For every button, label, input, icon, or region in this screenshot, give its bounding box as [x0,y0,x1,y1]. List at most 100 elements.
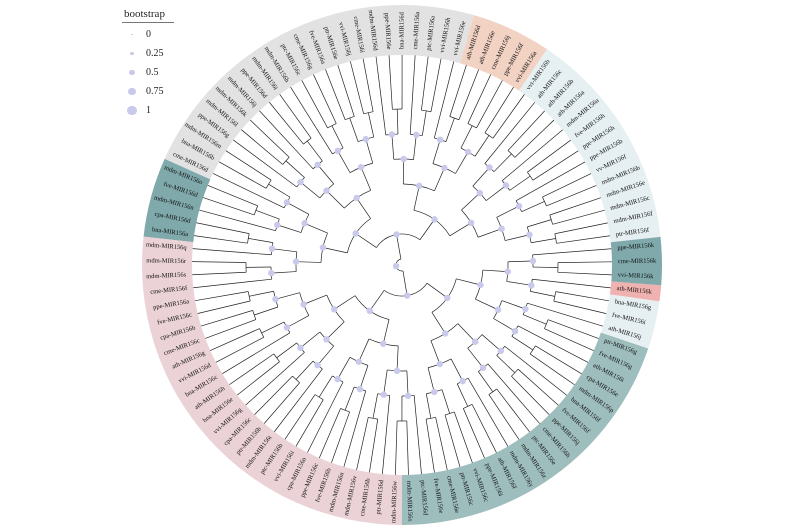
tree-branch [343,390,367,467]
tree-branch [496,205,520,218]
tree-branch [532,248,612,256]
bootstrap-node [526,231,533,238]
bootstrap-node [528,282,535,289]
tree-branch [517,325,589,363]
tree-branch [476,80,503,129]
tree-branch [529,353,575,386]
tree-branch [553,300,607,314]
bootstrap-node [334,375,341,383]
tree-branch [282,157,290,165]
tree-branch [463,404,473,409]
tree-branch [542,196,547,207]
tree-branch [274,368,323,432]
tree-branch [300,181,321,199]
tree-branch [506,281,532,286]
tree-branch [249,119,290,158]
bootstrap-node [283,324,291,331]
bootstrap-node [314,361,321,369]
tree-branch [306,140,323,162]
bootstrap-node [272,295,279,303]
tree-branch [199,209,276,232]
tree-branch [501,300,526,310]
tree-branch [509,175,531,191]
tree-branch [552,209,605,225]
bootstrap-node [319,244,327,251]
tree-branch [474,135,490,157]
tree-branch [345,116,355,121]
tree-branch [269,102,304,145]
tree-branch [488,394,520,440]
tree-branch [496,355,516,373]
tree-branch [527,139,571,173]
tree-branch [544,328,594,351]
tree-branch [461,192,481,211]
tree-branch [275,292,300,300]
bootstrap-node [400,155,407,163]
tree-branch [449,64,467,117]
tree-branch [358,338,370,362]
tree-branch [248,238,273,243]
legend-dot [127,105,137,116]
bootstrap-node [416,182,423,190]
legend-divider [122,22,174,23]
tree-branch [402,270,408,296]
tree-branch [530,291,555,297]
tree-branch [365,138,374,164]
tree-branch [252,310,257,320]
legend-label: 0.25 [146,48,164,59]
tree-branch [303,137,312,145]
tree-branch [434,167,445,191]
bootstrap-node [392,262,400,270]
tree-branch [355,233,377,248]
leaf-label: ppe-MIR156k [617,242,655,252]
tree-branch [425,393,432,419]
tree-branch [496,388,530,433]
tree-branch [200,310,253,327]
tree-branch [450,358,464,382]
tree-branch [276,342,297,359]
tree-branch [421,109,432,113]
tree-branches [192,54,612,475]
tree-branch [368,112,375,138]
clade-band [141,236,402,525]
tree-branch [472,167,490,187]
tree-branch [273,353,280,362]
tree-branch [396,109,399,135]
legend-item: 0.75 [118,82,188,101]
bootstrap-node [476,189,484,197]
tree-branch [455,151,469,174]
bootstrap-node [323,336,330,343]
tree-branch [194,235,248,244]
tree-branch [487,363,540,424]
bootstrap-node [297,344,304,351]
tree-branch [521,201,545,212]
legend-item: 0.5 [118,63,188,82]
clade-band [164,4,474,180]
tree-branch [254,306,279,316]
bootstrap-node [352,230,359,237]
tree-branch [463,408,485,459]
bootstrap-node [380,340,387,347]
tree-branch [284,394,316,440]
legend-title: bootstrap [124,8,165,20]
leaf-label: ptc-MIR156d [419,480,429,517]
bootstrap-node [515,202,523,210]
tree-branch [263,382,300,424]
tree-branch [484,132,494,139]
legend-item: 0 [118,25,188,44]
tree-branch [527,302,603,327]
tree-branch [419,219,435,240]
tree-branch [253,205,258,216]
tree-branch [546,185,597,207]
tree-branch [557,261,612,263]
tree-branch [192,271,247,276]
tree-branch [192,248,272,256]
bootstrap-node [355,358,362,365]
tree-branch [318,408,341,459]
tree-branch [193,278,272,289]
tree-branch [475,298,499,311]
bootstrap-node [393,231,400,238]
legend-label: 0.75 [146,86,164,97]
tree-branch [372,393,378,419]
tree-branch [427,367,435,393]
